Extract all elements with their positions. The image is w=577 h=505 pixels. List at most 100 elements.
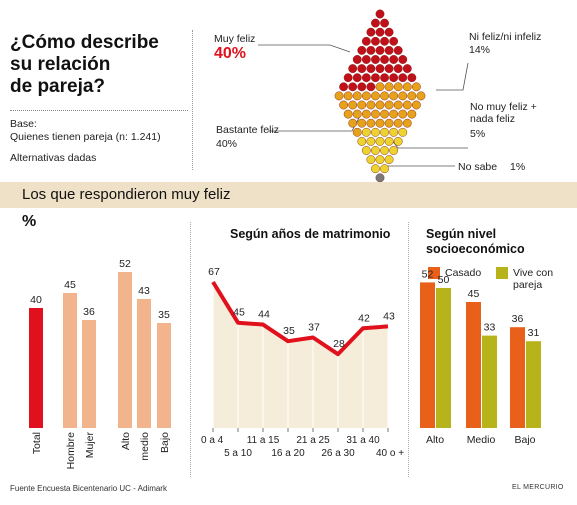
label-line: Vive con (513, 267, 554, 279)
dot-muy-feliz (371, 36, 380, 46)
dot-bastante-feliz (416, 91, 426, 101)
dot-muy-feliz (352, 73, 362, 83)
value-no-sabe: 1% (510, 161, 526, 173)
bar-value-label: 33 (484, 322, 496, 334)
legend-swatch-vive-con-pareja (496, 267, 508, 279)
point-value-label: 42 (358, 312, 370, 324)
dot-ni-feliz (371, 146, 380, 155)
label-line: pareja (513, 279, 543, 291)
dot-bastante-feliz (402, 118, 412, 128)
tick-label: 5 a 10 (224, 448, 252, 459)
bar-alto-1 (436, 288, 451, 428)
dot-bastante-feliz (380, 91, 389, 101)
dot-bastante-feliz (398, 91, 408, 101)
dot-muy-feliz (375, 46, 385, 55)
base-line: Quienes tienen pareja (n: 1.241) (10, 131, 161, 143)
bar-total (29, 308, 43, 428)
tick-label: 16 a 20 (271, 448, 305, 459)
bar-value-label: 45 (468, 288, 480, 300)
dot-muy-feliz (393, 64, 403, 74)
bar-bajo-1 (526, 341, 541, 428)
dot-ni-feliz (393, 136, 403, 146)
dot-muy-feliz (371, 55, 380, 64)
dot-muy-feliz (398, 73, 408, 83)
line-chart-title: Según años de matrimonio (230, 227, 391, 241)
dot-bastante-feliz (343, 91, 353, 101)
bar-chart-muy-feliz: 40 Total 45 Hombre 36 Mujer 52 Alto 43 medio 35 Baj… (29, 258, 171, 469)
dot-muy-feliz (361, 36, 371, 46)
section-title: Los que respondieron muy feliz (22, 186, 231, 203)
dot-ni-feliz (366, 136, 376, 146)
bar-value-label: 31 (528, 327, 540, 339)
dot-muy-feliz (393, 46, 403, 55)
value-ni-feliz: 14% (469, 44, 491, 56)
bar-value-label: 45 (64, 279, 76, 291)
brand-logo: EL MERCURIO (512, 484, 564, 491)
bar-alto (118, 272, 132, 428)
tick-label: 26 a 30 (321, 448, 355, 459)
bar-medio-1 (482, 335, 497, 428)
dot-bastante-feliz (348, 100, 358, 110)
dot-ni-feliz (389, 127, 399, 137)
bar-medio (137, 299, 151, 428)
dot-no-muy-feliz (366, 155, 376, 165)
bar-value-label: 40 (30, 294, 42, 306)
dot-muy-feliz (398, 55, 408, 64)
value-no-muy-feliz: 5% (470, 128, 486, 140)
dot-no-muy-feliz (384, 155, 394, 165)
dot-bastante-feliz (352, 109, 362, 119)
dot-bastante-feliz (339, 100, 348, 110)
dot-muy-feliz (389, 55, 399, 64)
value-muy-feliz: 40% (214, 45, 247, 62)
diamond-dot-chart (258, 9, 469, 182)
legend-label-casado: Casado (445, 267, 482, 279)
dot-muy-feliz (339, 82, 348, 92)
dot-muy-feliz (343, 73, 353, 83)
tick-label: Bajo (159, 432, 171, 453)
dot-muy-feliz (366, 27, 376, 37)
dot-no-muy-feliz (371, 164, 380, 174)
dot-ni-feliz (361, 146, 371, 155)
tick-label: Alto (120, 432, 132, 450)
bar-medio-0 (466, 302, 481, 428)
dot-muy-feliz (384, 64, 394, 74)
dot-no-muy-feliz (375, 155, 385, 165)
leader-line-bastante-feliz (268, 115, 361, 132)
dot-muy-feliz (366, 82, 376, 92)
leader-line-muy-feliz (258, 44, 351, 53)
tick-label: Hombre (65, 432, 77, 470)
leader-line-ni-feliz (436, 62, 469, 91)
dot-bastante-feliz (352, 91, 362, 101)
dot-muy-feliz (380, 55, 389, 64)
dot-ni-feliz (375, 136, 385, 146)
legend-label-vive-con-pareja: Vive con pareja (513, 267, 553, 291)
line-series (211, 280, 389, 357)
dot-bastante-feliz (375, 118, 385, 128)
dot-bastante-feliz (375, 82, 385, 92)
dot-muy-feliz (380, 18, 389, 28)
dot-ni-feliz (357, 136, 367, 146)
bar-alto-0 (420, 282, 435, 428)
bar-value-label: 52 (422, 268, 434, 280)
dot-muy-feliz (380, 36, 389, 46)
dot-bastante-feliz (393, 118, 403, 128)
label-no-muy-feliz: No muy feliz + nada feliz (470, 101, 537, 125)
bar-value-label: 50 (438, 274, 450, 286)
dot-bastante-feliz (407, 109, 417, 119)
dot-muy-feliz (361, 55, 371, 64)
source-note: Fuente Encuesta Bicentenario UC - Adimar… (10, 484, 167, 493)
dot-bastante-feliz (352, 127, 362, 137)
dot-bastante-feliz (361, 91, 371, 101)
dot-bastante-feliz (357, 118, 367, 128)
point-value-label: 67 (208, 266, 220, 278)
tick-label: 31 a 40 (346, 435, 380, 446)
label-ni-feliz: Ni feliz/ni infeliz (469, 31, 542, 43)
dot-muy-feliz (371, 18, 380, 28)
dot-muy-feliz (348, 82, 358, 92)
dot-bastante-feliz (380, 109, 389, 119)
dot-bastante-feliz (366, 100, 376, 110)
divider (190, 222, 191, 477)
point-value-label: 37 (308, 322, 320, 334)
dot-bastante-feliz (393, 100, 403, 110)
dot-muy-feliz (389, 73, 399, 83)
